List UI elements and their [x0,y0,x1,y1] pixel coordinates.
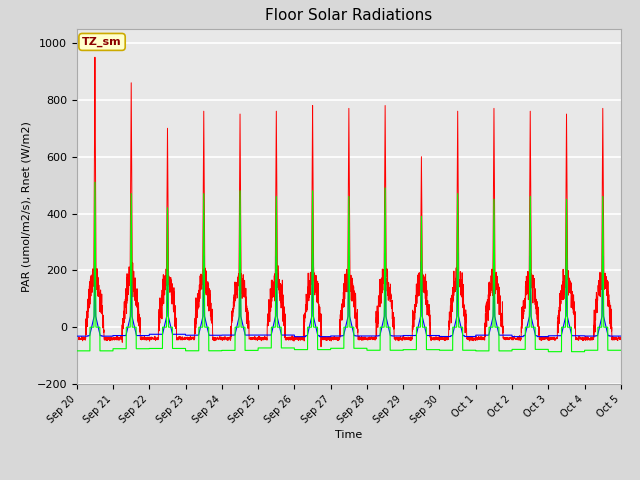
Line: q_line: q_line [77,57,621,347]
q_line [171,312,179,318]
NR2 [617,348,625,353]
NR1 [329,333,337,339]
q_line [471,335,479,341]
X-axis label: Time: Time [335,431,362,440]
Title: Floor Solar Radiations: Floor Solar Radiations [265,9,433,24]
q_line [329,336,337,342]
NR2 [171,346,179,351]
NR1 [73,333,81,339]
Text: TZ_sm: TZ_sm [82,37,122,47]
q_line [617,335,625,341]
NR1 [471,334,479,339]
Line: NR2: NR2 [77,182,621,352]
NR1 [617,333,625,339]
q_line [502,336,509,341]
q_line [616,336,624,341]
q_line [441,336,449,342]
q_line [317,344,325,349]
NR2 [502,348,509,354]
NR1 [291,334,298,339]
NR2 [91,180,99,185]
NR2 [329,346,337,351]
NR1 [502,332,509,338]
q_line [73,335,81,341]
NR1 [616,333,624,339]
NR1 [91,248,99,253]
q_line [91,54,99,60]
NR2 [545,349,552,355]
NR2 [616,348,624,353]
NR2 [471,348,479,353]
NR2 [73,348,81,354]
Y-axis label: PAR (umol/m2/s), Rnet (W/m2): PAR (umol/m2/s), Rnet (W/m2) [21,121,31,292]
NR2 [441,348,449,353]
NR1 [441,334,449,339]
Line: NR1: NR1 [77,251,621,336]
NR1 [171,331,179,337]
